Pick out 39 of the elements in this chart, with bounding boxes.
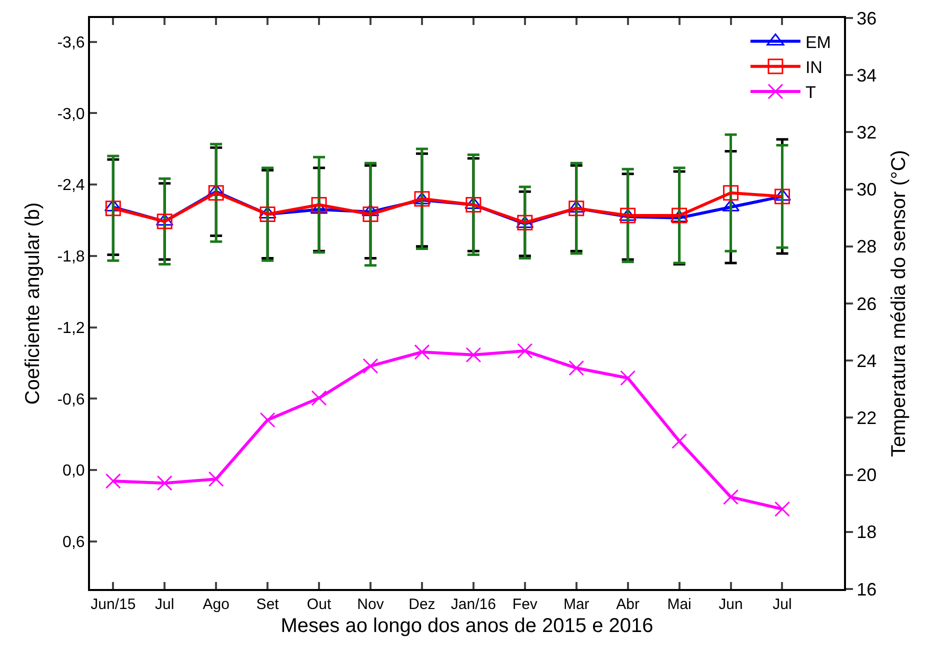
x-tick-label: Dez <box>408 596 436 613</box>
x-tick-label: Set <box>256 596 280 613</box>
y-tick-label: -1,8 <box>57 248 85 266</box>
y-tick-label: -1,2 <box>57 320 85 337</box>
y-tick-label: -0,6 <box>57 391 85 408</box>
y-tick-label: -3,6 <box>57 34 85 52</box>
y-tick-label: 0,6 <box>62 534 85 552</box>
y2-tick-label: 24 <box>856 350 877 371</box>
y2-tick-label: 36 <box>856 8 877 28</box>
x-tick-label: Jul <box>772 596 792 613</box>
y2-tick-label: 22 <box>856 408 877 428</box>
x-tick-label: Out <box>306 596 332 613</box>
y2-tick-label: 16 <box>856 579 877 600</box>
legend-label: IN <box>805 58 822 77</box>
y-tick-label: 0,0 <box>62 462 85 480</box>
legend-label: T <box>805 83 816 102</box>
x-tick-label: Fev <box>512 596 538 613</box>
y2-tick-label: 34 <box>856 65 877 86</box>
y-axis-title: Coeficiente angular (b) <box>22 202 44 405</box>
y-tick-label: -3,0 <box>57 106 85 123</box>
x-tick-label: Abr <box>616 596 640 613</box>
x-tick-label: Ago <box>202 596 230 613</box>
y2-tick-label: 28 <box>856 236 877 257</box>
x-tick-label: Mar <box>563 596 590 613</box>
x-tick-label: Mai <box>667 596 692 613</box>
y2-tick-label: 32 <box>856 122 877 142</box>
y2-tick-label: 18 <box>856 522 877 542</box>
y-tick-label: -2,4 <box>57 177 85 194</box>
legend-label: EM <box>805 32 831 52</box>
x-tick-label: Nov <box>357 596 384 613</box>
y2-tick-label: 30 <box>856 180 877 200</box>
x-tick-label: Jan/16 <box>450 596 496 613</box>
x-tick-label: Jun <box>718 596 743 613</box>
x-tick-label: Jul <box>155 596 174 613</box>
x-tick-label: Jun/15 <box>90 596 136 613</box>
y2-tick-label: 20 <box>856 465 877 486</box>
y2-axis-title: Temperatura média do sensor (°C) <box>888 150 910 458</box>
x-axis-title: Meses ao longo dos anos de 2015 e 2016 <box>280 615 654 637</box>
y2-tick-label: 26 <box>856 294 877 314</box>
